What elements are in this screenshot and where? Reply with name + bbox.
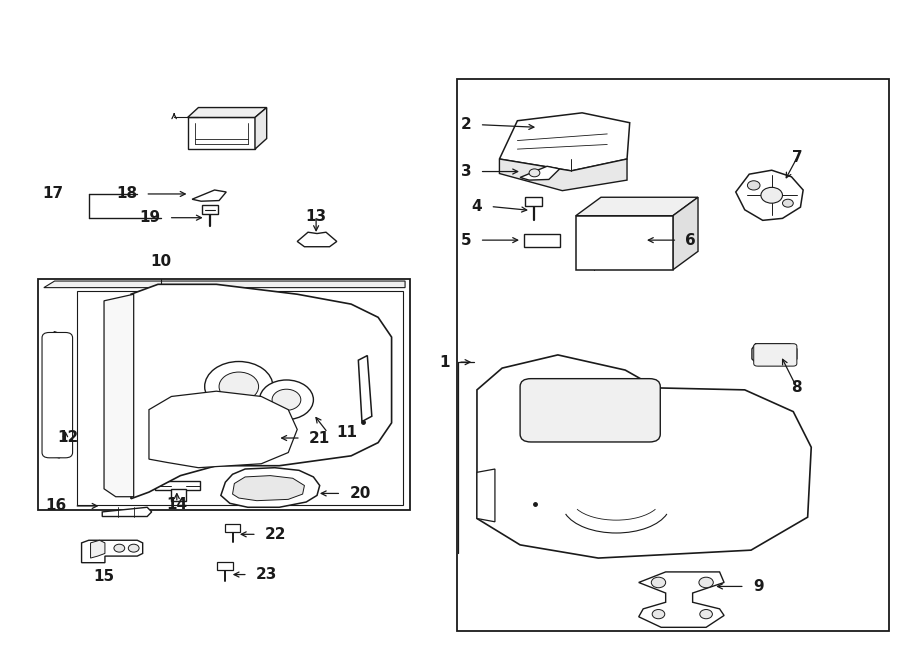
Polygon shape (255, 108, 266, 149)
Circle shape (219, 372, 258, 401)
Circle shape (652, 609, 665, 619)
Text: 22: 22 (265, 527, 286, 542)
Polygon shape (500, 113, 630, 171)
Circle shape (652, 577, 666, 588)
Polygon shape (77, 291, 403, 505)
Text: 20: 20 (349, 486, 371, 501)
Polygon shape (752, 344, 796, 366)
Text: 11: 11 (336, 425, 357, 440)
Text: 8: 8 (791, 380, 801, 395)
Text: 10: 10 (150, 254, 171, 269)
Polygon shape (187, 108, 266, 118)
Text: 2: 2 (461, 117, 472, 132)
Polygon shape (103, 507, 152, 516)
Circle shape (129, 544, 140, 552)
Polygon shape (477, 469, 495, 522)
Polygon shape (171, 488, 185, 500)
Polygon shape (576, 197, 698, 215)
Text: 7: 7 (793, 151, 803, 165)
Polygon shape (673, 197, 698, 270)
FancyBboxPatch shape (42, 332, 73, 458)
Bar (39, 279, 410, 510)
Text: 14: 14 (166, 496, 187, 512)
Polygon shape (44, 281, 405, 288)
Circle shape (747, 180, 760, 190)
Text: 19: 19 (140, 210, 160, 225)
FancyBboxPatch shape (520, 379, 661, 442)
Polygon shape (149, 391, 297, 468)
Text: 17: 17 (42, 186, 64, 202)
Polygon shape (639, 572, 725, 627)
Text: 4: 4 (472, 199, 482, 214)
Text: 16: 16 (45, 498, 67, 514)
Polygon shape (232, 476, 304, 500)
Polygon shape (520, 167, 560, 180)
Text: 1: 1 (439, 355, 450, 369)
Text: 23: 23 (256, 567, 277, 582)
Polygon shape (104, 294, 134, 496)
Bar (524, 233, 560, 247)
Text: 13: 13 (305, 209, 327, 224)
Circle shape (700, 609, 713, 619)
Polygon shape (736, 171, 803, 220)
Polygon shape (187, 118, 255, 149)
Polygon shape (82, 540, 143, 563)
Circle shape (699, 577, 714, 588)
Text: 3: 3 (461, 164, 472, 179)
Bar (202, 205, 218, 214)
Circle shape (204, 362, 273, 412)
Text: 21: 21 (309, 430, 330, 446)
Polygon shape (131, 284, 392, 498)
FancyBboxPatch shape (753, 344, 796, 366)
Polygon shape (500, 159, 627, 190)
Polygon shape (156, 481, 200, 490)
Text: 15: 15 (94, 569, 114, 584)
Ellipse shape (308, 234, 326, 242)
Text: 6: 6 (686, 233, 697, 248)
Polygon shape (48, 332, 67, 458)
Circle shape (529, 169, 540, 176)
Bar (576, 215, 673, 270)
Polygon shape (220, 468, 320, 507)
Bar (457, 79, 888, 631)
Bar (266, 426, 280, 434)
Circle shape (114, 544, 125, 552)
Bar (217, 562, 233, 570)
Text: 5: 5 (461, 233, 472, 248)
Polygon shape (192, 190, 226, 201)
Polygon shape (297, 232, 337, 247)
Circle shape (760, 187, 782, 203)
Circle shape (259, 380, 313, 420)
Polygon shape (91, 540, 105, 558)
Polygon shape (358, 356, 372, 422)
Text: 18: 18 (116, 186, 138, 202)
Bar (225, 524, 239, 531)
Polygon shape (477, 355, 811, 558)
Text: 12: 12 (58, 430, 78, 445)
Bar (526, 197, 542, 206)
Text: 9: 9 (752, 579, 763, 594)
Circle shape (782, 199, 793, 207)
Circle shape (272, 389, 301, 410)
